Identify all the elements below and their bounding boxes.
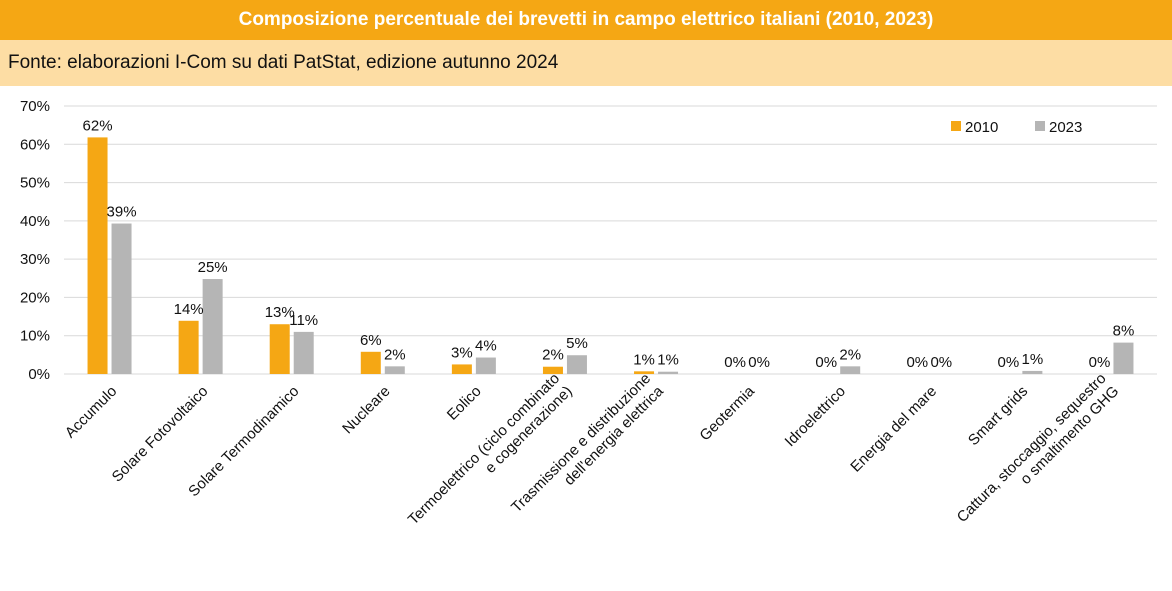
legend-swatch-2010: [951, 121, 961, 131]
bar-2010: [451, 364, 472, 374]
data-label-2010: 0%: [998, 354, 1020, 371]
data-label-2010: 1%: [633, 351, 655, 368]
bar-2010: [360, 351, 381, 374]
bar-2023: [1022, 370, 1043, 374]
bar-2023: [475, 357, 496, 374]
bar-2023: [384, 366, 405, 374]
data-label-2010: 2%: [542, 347, 564, 364]
data-label-2023: 8%: [1113, 323, 1135, 340]
x-tick-label: Nucleare: [339, 383, 393, 437]
data-label-2023: 2%: [384, 346, 406, 363]
bar-2023: [658, 371, 679, 374]
gridlines: [64, 105, 1157, 375]
data-label-2023: 2%: [839, 346, 861, 363]
data-label-2023: 0%: [748, 354, 770, 371]
x-tick-label: Smart grids: [965, 383, 1031, 449]
data-label-2010: 0%: [1089, 354, 1111, 371]
bar-2010: [87, 137, 108, 374]
bar-chart: 0% 10% 20% 30% 40% 50% 60% 70% 62% 14% 13% 6% 3% 2% 1…: [20, 98, 1157, 541]
data-label-2010: 0%: [906, 354, 928, 371]
x-tick-label: Energia del mare: [847, 383, 940, 476]
y-tick-label: 30%: [20, 251, 50, 268]
x-tick-label: Accumulo: [62, 383, 121, 442]
legend-label-2023: 2023: [1049, 119, 1082, 136]
data-label-2010: 13%: [265, 304, 295, 321]
data-label-2023: 4%: [475, 338, 497, 355]
y-tick-label: 50%: [20, 175, 50, 192]
y-tick-label: 70%: [20, 98, 50, 115]
data-label-2010: 0%: [724, 354, 746, 371]
bar-2010: [634, 371, 655, 374]
y-tick-label: 20%: [20, 289, 50, 306]
y-tick-label: 10%: [20, 328, 50, 345]
x-tick-label: Idroelettrico: [782, 383, 849, 450]
data-label-2010: 62%: [83, 117, 113, 134]
data-label-2023: 1%: [1022, 351, 1044, 368]
bar-2023: [1113, 342, 1134, 374]
x-tick-label: Geotermia: [696, 382, 758, 444]
data-label-2010: 14%: [174, 301, 204, 318]
x-tick-label: Eolico: [444, 383, 485, 424]
x-tick-label: Cattura, stoccaggio, sequestroo smaltime…: [954, 370, 1123, 539]
y-axis-ticks: 0% 10% 20% 30% 40% 50% 60% 70%: [20, 98, 50, 383]
y-tick-label: 40%: [20, 213, 50, 230]
y-tick-label: 0%: [28, 366, 50, 383]
legend-label-2010: 2010: [965, 119, 998, 136]
data-label-2010: 0%: [815, 354, 837, 371]
x-tick-label: Termoelettrico (ciclo combinatoe cogener…: [405, 370, 576, 541]
bar-2023: [566, 355, 587, 374]
legend-swatch-2023: [1035, 121, 1045, 131]
data-label-2023: 0%: [930, 354, 952, 371]
bar-2023: [840, 366, 861, 374]
chart-title: Composizione percentuale dei brevetti in…: [0, 0, 1172, 40]
source-note: Fonte: elaborazioni I-Com su dati PatSta…: [0, 40, 1172, 86]
bar-2023: [111, 223, 132, 374]
x-tick-label: Solare Fotovoltaico: [109, 383, 212, 486]
data-label-2023: 11%: [289, 312, 318, 329]
bar-2010: [178, 320, 199, 374]
bar-2010: [269, 324, 290, 374]
data-label-2023: 1%: [657, 352, 679, 369]
data-label-2010: 3%: [451, 344, 473, 361]
data-label-2023: 5%: [566, 335, 588, 352]
data-label-2010: 6%: [360, 332, 382, 349]
data-labels: 62%14% 13%6%3% 2% 1% 0% 0% 0% 0% 0%39%25%11%2%4%…: [83, 117, 1135, 371]
data-label-2023: 25%: [198, 259, 228, 276]
bar-2023: [293, 331, 314, 374]
bars: [87, 137, 1134, 374]
bar-2023: [202, 279, 223, 374]
data-label-2023: 39%: [107, 204, 137, 221]
bar-2010: [542, 366, 563, 374]
y-tick-label: 60%: [20, 136, 50, 153]
legend: 2010 2023: [951, 119, 1082, 136]
